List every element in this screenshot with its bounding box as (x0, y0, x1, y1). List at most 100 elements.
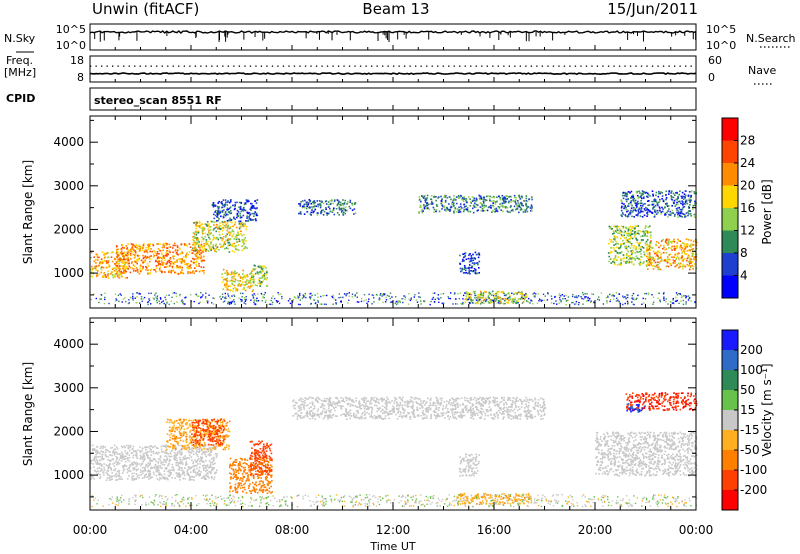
velocity-cell (216, 453, 218, 455)
velocity-cell (176, 472, 178, 475)
power-cell (474, 298, 477, 301)
power-cell (658, 262, 661, 264)
power-cell (219, 296, 221, 298)
power-cell (169, 246, 172, 248)
power-cell (461, 267, 464, 270)
power-cell (270, 299, 272, 302)
power-cell (456, 208, 459, 210)
power-cell (471, 299, 474, 302)
power-cell (95, 265, 98, 267)
power-cell (665, 248, 668, 250)
power-cell (627, 232, 629, 235)
power-cell (195, 247, 197, 249)
power-cell (667, 205, 670, 207)
power-cell (506, 198, 509, 200)
velocity-cell (128, 456, 131, 459)
power-cell (139, 270, 142, 273)
power-cell (680, 244, 682, 247)
power-cell (289, 298, 291, 300)
power-cell (229, 232, 232, 235)
power-cell (618, 300, 621, 303)
power-cell (243, 233, 245, 236)
power-cell (310, 296, 312, 298)
power-cell (613, 235, 615, 237)
freq-line (89, 72, 697, 76)
power-cell (166, 261, 169, 263)
power-cell (676, 294, 678, 296)
power-cell (159, 297, 162, 299)
power-cell (505, 294, 507, 296)
nave-dot (156, 65, 158, 67)
power-cell (462, 258, 464, 261)
power-cell (167, 259, 169, 262)
power-cell (517, 202, 519, 205)
power-cell (639, 258, 641, 261)
nave-dot (271, 65, 274, 67)
power-cell (318, 200, 321, 202)
power-cell (496, 200, 498, 203)
velocity-cell (121, 445, 123, 448)
velocity-cell (116, 479, 119, 481)
power-cell (164, 271, 166, 273)
power-cell (386, 294, 389, 297)
power-cell (105, 260, 108, 262)
nave-dot (530, 65, 532, 67)
power-cell (250, 219, 252, 221)
power-cell (659, 191, 662, 193)
power-cell (648, 243, 651, 245)
power-cell (216, 246, 219, 248)
power-cell (181, 258, 183, 260)
power-cell (463, 302, 465, 305)
power-cell (426, 204, 429, 207)
power-cell (680, 211, 683, 213)
power-cell (657, 266, 660, 269)
power-cell (319, 206, 322, 209)
velocity-cell (150, 449, 152, 451)
power-cell (193, 243, 196, 245)
power-cell (129, 248, 132, 251)
power-cell (632, 209, 635, 212)
power-cell (221, 202, 223, 205)
power-cell (525, 209, 527, 211)
power-cell (647, 263, 650, 265)
power-cell (239, 276, 242, 278)
power-cell (329, 207, 331, 210)
power-cell (688, 207, 691, 209)
velocity-cell (149, 457, 151, 459)
power-cell (678, 214, 681, 217)
power-cell (692, 243, 695, 246)
power-cell (436, 205, 438, 207)
power-cell (513, 301, 515, 304)
velocity-cell (109, 479, 112, 481)
power-cell (121, 260, 123, 262)
power-cell (510, 209, 513, 212)
velocity-cell (179, 475, 182, 477)
velocity-cell (128, 475, 130, 477)
power-cell (273, 297, 276, 300)
power-cell (682, 263, 684, 266)
power-cell (116, 299, 118, 301)
power-cell (679, 208, 682, 211)
power-cell (624, 230, 626, 233)
power-cell (156, 252, 159, 255)
power-cell (239, 205, 242, 208)
power-cell (478, 272, 480, 274)
power-cell (303, 213, 306, 215)
velocity-cell (142, 456, 144, 459)
power-cell (211, 302, 213, 304)
power-cell (625, 198, 627, 201)
power-cell (212, 205, 215, 208)
power-cell (126, 255, 129, 257)
power-cell (363, 300, 365, 302)
power-cell (226, 209, 228, 211)
power-cell (501, 197, 504, 200)
power-cell (507, 302, 509, 305)
power-cell (320, 211, 323, 213)
power-cell (485, 298, 487, 300)
velocity-cell (196, 454, 198, 456)
power-cell (465, 271, 467, 274)
power-cell (688, 268, 691, 271)
nave-dot (580, 65, 582, 67)
velocity-cell (115, 455, 118, 458)
power-cell (651, 258, 653, 261)
